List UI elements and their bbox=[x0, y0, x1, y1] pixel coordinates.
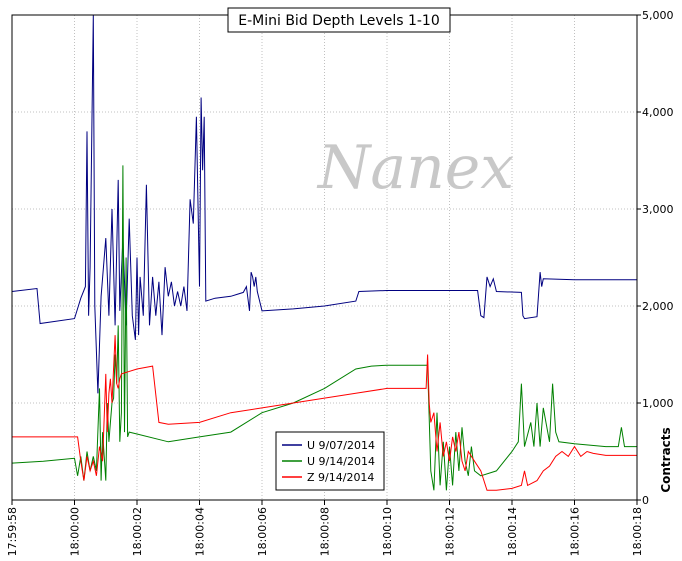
series-line-2 bbox=[11, 165, 637, 491]
legend: U 9/07/2014 U 9/14/2014 Z 9/14/2014 bbox=[275, 431, 385, 491]
chart-title-box bbox=[227, 7, 451, 33]
x-tick-label: 18:00:00 bbox=[69, 507, 82, 556]
x-tick-label: 18:00:08 bbox=[319, 507, 332, 556]
series-line-1 bbox=[11, 14, 637, 394]
y-tick-label: 2,000 bbox=[642, 300, 674, 313]
y-tick-label: 5,000 bbox=[642, 9, 674, 22]
chart-title: E-Mini Bid Depth Levels 1-10 bbox=[238, 13, 439, 29]
legend-label: Z 9/14/2014 bbox=[307, 471, 374, 484]
x-tick-label: 18:00:04 bbox=[194, 507, 207, 556]
x-tick-label: 18:00:10 bbox=[381, 507, 394, 556]
x-tick-label: 18:00:12 bbox=[444, 507, 457, 556]
legend-label: U 9/14/2014 bbox=[307, 455, 375, 468]
grid-lines bbox=[12, 15, 637, 500]
series-layer bbox=[11, 14, 637, 491]
y-tick-label: 4,000 bbox=[642, 106, 674, 119]
watermark-nanex: Nanex bbox=[316, 133, 514, 203]
y-axis: 0 1,000 2,000 3,000 4,000 5,000 bbox=[637, 9, 674, 507]
y-tick-label: 3,000 bbox=[642, 203, 674, 216]
x-tick-label: 18:00:02 bbox=[131, 507, 144, 556]
x-tick-label: 17:59:58 bbox=[6, 507, 19, 556]
x-tick-label: 18:00:16 bbox=[569, 507, 582, 556]
x-tick-label: 18:00:06 bbox=[256, 507, 269, 556]
x-axis: 17:59:58 18:00:00 18:00:02 18:00:04 18:00:06… bbox=[6, 500, 644, 556]
y-tick-label: 1,000 bbox=[642, 397, 674, 410]
x-tick-label: 18:00:18 bbox=[631, 507, 644, 556]
y-tick-label: 0 bbox=[642, 494, 649, 507]
series-line-3 bbox=[12, 335, 637, 491]
x-tick-label: 18:00:14 bbox=[506, 507, 519, 556]
y-axis-label: Contracts bbox=[659, 427, 673, 492]
legend-label: U 9/07/2014 bbox=[307, 439, 375, 452]
